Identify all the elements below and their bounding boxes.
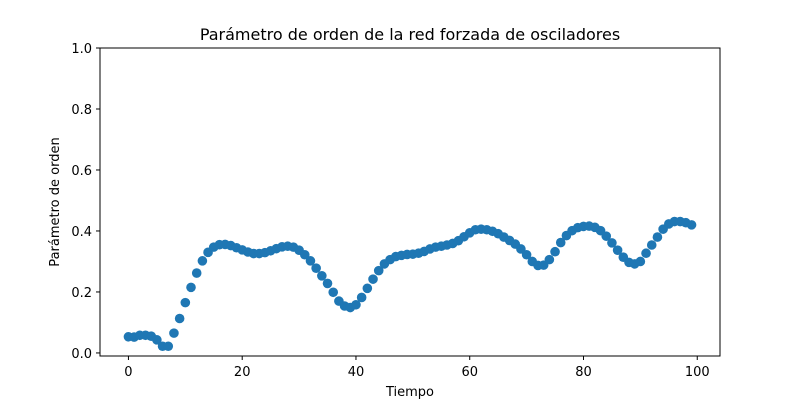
data-point (607, 238, 617, 248)
data-point (328, 287, 339, 298)
data-point (169, 328, 179, 338)
data-point (646, 240, 657, 250)
data-point (174, 313, 185, 324)
x-tick-label: 80 (575, 365, 592, 380)
data-point (191, 268, 202, 278)
y-axis-ticks: 0.0 0.2 0.4 0.6 0.8 1.0 (71, 42, 100, 362)
x-tick-label: 40 (348, 365, 365, 380)
data-point (368, 274, 378, 284)
x-tick-label: 0 (124, 365, 132, 380)
y-tick-label: 0.2 (71, 286, 92, 301)
x-tick-label: 20 (234, 365, 251, 380)
data-point (186, 282, 196, 293)
data-point (612, 245, 623, 255)
chart-title: Parámetro de orden de la red forzada de … (200, 25, 620, 44)
data-point (356, 292, 367, 303)
plot-marks (123, 216, 697, 352)
data-point (544, 254, 555, 265)
x-tick-label: 60 (461, 365, 478, 380)
y-tick-label: 0.0 (71, 347, 92, 362)
x-tick-label: 100 (685, 365, 710, 380)
y-tick-label: 0.4 (71, 225, 92, 240)
y-tick-label: 1.0 (71, 42, 92, 57)
y-axis-label: Parámetro de orden (48, 137, 63, 266)
data-point (322, 278, 333, 289)
data-point (197, 256, 208, 266)
data-point (305, 256, 316, 266)
data-point (362, 283, 373, 294)
data-point (180, 297, 191, 308)
y-tick-label: 0.6 (71, 164, 92, 179)
data-point (351, 299, 361, 310)
data-point (601, 231, 612, 241)
y-tick-label: 0.8 (71, 103, 92, 118)
data-point (311, 263, 321, 273)
data-point (641, 248, 651, 259)
data-point (652, 232, 663, 242)
data-point (635, 256, 646, 267)
data-point (163, 341, 174, 352)
data-point (550, 246, 560, 257)
data-point (373, 265, 384, 276)
plot-frame (99, 47, 721, 357)
x-axis-ticks: 0 20 40 60 80 100 (124, 356, 710, 380)
x-axis-label: Tiempo (385, 385, 434, 400)
data-point (152, 335, 162, 345)
data-point (299, 249, 310, 260)
data-point (686, 220, 697, 230)
data-point (521, 249, 532, 260)
data-point (317, 270, 327, 281)
data-point (555, 237, 566, 248)
